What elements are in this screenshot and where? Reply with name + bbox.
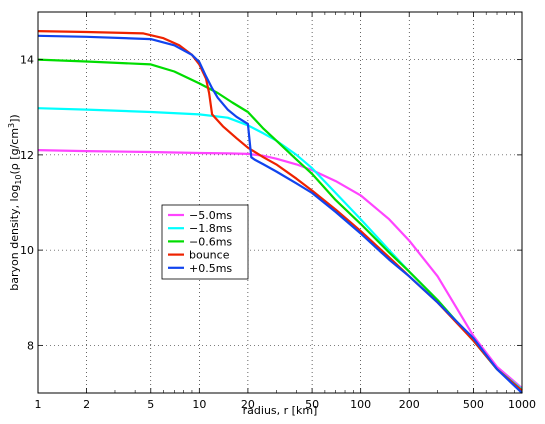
- series-group: [37, 30, 523, 394]
- x-tick-label: 100: [350, 398, 371, 411]
- y-label-subscript: 10: [14, 174, 23, 184]
- x-tick-label: 500: [463, 398, 484, 411]
- legend-label: +0.5ms: [189, 262, 232, 275]
- y-label-prefix: baryon density, log: [8, 185, 21, 291]
- x-tick-label: 5: [147, 398, 154, 411]
- legend-label: −5.0ms: [189, 209, 232, 222]
- x-tick-label: 1000: [508, 398, 536, 411]
- x-tick-label: 20: [241, 398, 255, 411]
- legend-label: −1.8ms: [189, 222, 232, 235]
- series-line: [37, 30, 523, 392]
- y-label-end: ]): [8, 114, 21, 123]
- y-axis-label: baryon density, log10(ρ [g/cm3]): [7, 114, 23, 290]
- x-tick-label: 1: [35, 398, 42, 411]
- grid: [37, 12, 523, 393]
- series-line: [37, 149, 523, 390]
- y-label-middle: (ρ [g/cm: [8, 128, 21, 175]
- x-tick-label: 10: [192, 398, 206, 411]
- y-tick-label: 8: [27, 339, 34, 352]
- x-tick-label: 200: [399, 398, 420, 411]
- y-label-superscript: 3: [7, 123, 16, 128]
- x-tick-label: 2: [83, 398, 90, 411]
- legend-label: −0.6ms: [189, 235, 232, 248]
- y-tick-label: 10: [20, 244, 34, 257]
- y-tick-label: 14: [20, 54, 34, 67]
- series-line: [37, 34, 523, 394]
- x-axis-label: radius, r [km]: [243, 404, 318, 417]
- legend-label: bounce: [189, 249, 230, 262]
- x-tick-label: 50: [305, 398, 319, 411]
- y-tick-label: 12: [20, 149, 34, 162]
- series-line: [37, 58, 523, 392]
- plot-frame: [37, 11, 523, 394]
